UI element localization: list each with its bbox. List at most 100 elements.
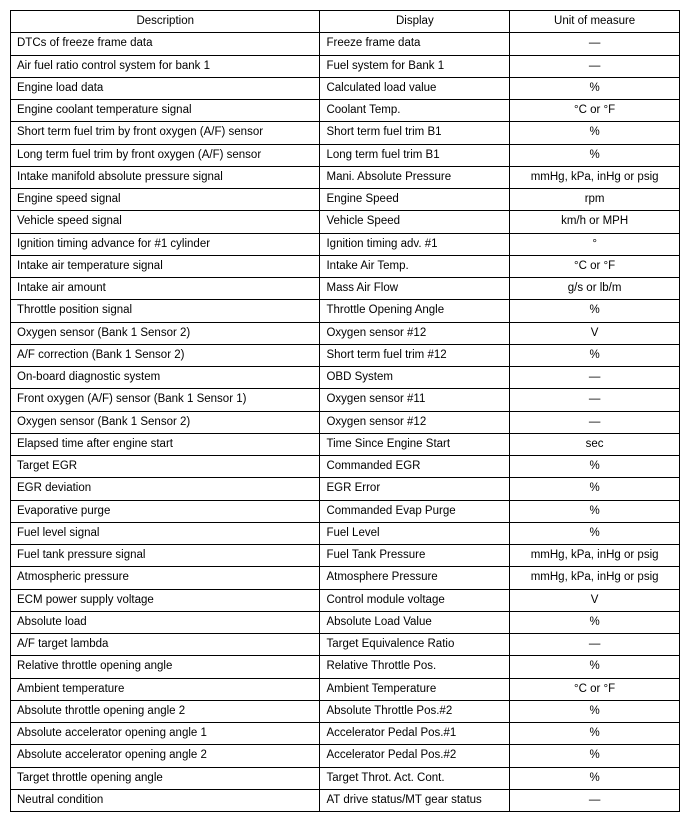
cell-unit: mmHg, kPa, inHg or psig <box>510 166 680 188</box>
cell-description: Oxygen sensor (Bank 1 Sensor 2) <box>11 411 320 433</box>
cell-description: Absolute accelerator opening angle 2 <box>11 745 320 767</box>
cell-display: Mass Air Flow <box>320 278 510 300</box>
cell-display: Calculated load value <box>320 77 510 99</box>
cell-display: Commanded EGR <box>320 456 510 478</box>
table-header-row: Description Display Unit of measure <box>11 11 680 33</box>
cell-description: EGR deviation <box>11 478 320 500</box>
table-row: Intake manifold absolute pressure signal… <box>11 166 680 188</box>
table-row: Engine load dataCalculated load value% <box>11 77 680 99</box>
table-row: Target throttle opening angleTarget Thro… <box>11 767 680 789</box>
cell-unit: — <box>510 389 680 411</box>
cell-description: Intake air amount <box>11 278 320 300</box>
cell-display: Oxygen sensor #11 <box>320 389 510 411</box>
table-row: Engine speed signalEngine Speedrpm <box>11 189 680 211</box>
table-row: On-board diagnostic systemOBD System— <box>11 367 680 389</box>
table-row: Engine coolant temperature signalCoolant… <box>11 100 680 122</box>
table-row: Fuel level signalFuel Level% <box>11 522 680 544</box>
cell-unit: ° <box>510 233 680 255</box>
cell-description: Throttle position signal <box>11 300 320 322</box>
cell-unit: °C or °F <box>510 678 680 700</box>
cell-display: Time Since Engine Start <box>320 433 510 455</box>
table-row: Absolute throttle opening angle 2Absolut… <box>11 700 680 722</box>
cell-description: On-board diagnostic system <box>11 367 320 389</box>
table-row: Fuel tank pressure signalFuel Tank Press… <box>11 545 680 567</box>
cell-unit: % <box>510 500 680 522</box>
table-row: Ambient temperatureAmbient Temperature°C… <box>11 678 680 700</box>
cell-description: A/F correction (Bank 1 Sensor 2) <box>11 344 320 366</box>
table-row: Front oxygen (A/F) sensor (Bank 1 Sensor… <box>11 389 680 411</box>
cell-description: Intake manifold absolute pressure signal <box>11 166 320 188</box>
table-row: Elapsed time after engine startTime Sinc… <box>11 433 680 455</box>
cell-display: Commanded Evap Purge <box>320 500 510 522</box>
table-row: Atmospheric pressureAtmosphere Pressurem… <box>11 567 680 589</box>
table-body: DTCs of freeze frame dataFreeze frame da… <box>11 33 680 812</box>
cell-description: Front oxygen (A/F) sensor (Bank 1 Sensor… <box>11 389 320 411</box>
table-row: Absolute accelerator opening angle 1Acce… <box>11 723 680 745</box>
cell-display: Freeze frame data <box>320 33 510 55</box>
cell-unit: % <box>510 300 680 322</box>
cell-description: Target EGR <box>11 456 320 478</box>
table-row: DTCs of freeze frame dataFreeze frame da… <box>11 33 680 55</box>
table-row: Intake air amountMass Air Flowg/s or lb/… <box>11 278 680 300</box>
cell-description: Elapsed time after engine start <box>11 433 320 455</box>
cell-description: Fuel tank pressure signal <box>11 545 320 567</box>
cell-display: Short term fuel trim B1 <box>320 122 510 144</box>
table-row: Long term fuel trim by front oxygen (A/F… <box>11 144 680 166</box>
cell-unit: km/h or MPH <box>510 211 680 233</box>
cell-unit: rpm <box>510 189 680 211</box>
cell-unit: — <box>510 33 680 55</box>
cell-display: Fuel Tank Pressure <box>320 545 510 567</box>
cell-display: Oxygen sensor #12 <box>320 322 510 344</box>
cell-display: Absolute Load Value <box>320 611 510 633</box>
cell-description: Neutral condition <box>11 789 320 811</box>
cell-unit: % <box>510 456 680 478</box>
cell-display: Fuel Level <box>320 522 510 544</box>
table-row: A/F correction (Bank 1 Sensor 2)Short te… <box>11 344 680 366</box>
cell-description: Vehicle speed signal <box>11 211 320 233</box>
table-row: Oxygen sensor (Bank 1 Sensor 2)Oxygen se… <box>11 322 680 344</box>
cell-unit: g/s or lb/m <box>510 278 680 300</box>
table-row: A/F target lambdaTarget Equivalence Rati… <box>11 634 680 656</box>
cell-description: ECM power supply voltage <box>11 589 320 611</box>
cell-unit: % <box>510 700 680 722</box>
cell-unit: % <box>510 723 680 745</box>
cell-display: AT drive status/MT gear status <box>320 789 510 811</box>
cell-display: OBD System <box>320 367 510 389</box>
header-display: Display <box>320 11 510 33</box>
cell-display: Relative Throttle Pos. <box>320 656 510 678</box>
cell-unit: mmHg, kPa, inHg or psig <box>510 567 680 589</box>
cell-unit: — <box>510 789 680 811</box>
cell-description: Long term fuel trim by front oxygen (A/F… <box>11 144 320 166</box>
cell-description: Evaporative purge <box>11 500 320 522</box>
cell-unit: % <box>510 344 680 366</box>
table-row: Target EGRCommanded EGR% <box>11 456 680 478</box>
cell-description: Short term fuel trim by front oxygen (A/… <box>11 122 320 144</box>
table-row: Air fuel ratio control system for bank 1… <box>11 55 680 77</box>
cell-display: Ambient Temperature <box>320 678 510 700</box>
cell-description: Air fuel ratio control system for bank 1 <box>11 55 320 77</box>
cell-unit: % <box>510 656 680 678</box>
cell-unit: V <box>510 322 680 344</box>
header-unit: Unit of measure <box>510 11 680 33</box>
cell-unit: sec <box>510 433 680 455</box>
cell-unit: % <box>510 611 680 633</box>
table-row: Ignition timing advance for #1 cylinderI… <box>11 233 680 255</box>
table-row: Vehicle speed signalVehicle Speedkm/h or… <box>11 211 680 233</box>
cell-unit: % <box>510 522 680 544</box>
cell-description: Engine load data <box>11 77 320 99</box>
cell-unit: V <box>510 589 680 611</box>
cell-description: Absolute load <box>11 611 320 633</box>
table-row: ECM power supply voltageControl module v… <box>11 589 680 611</box>
cell-unit: % <box>510 122 680 144</box>
data-table: Description Display Unit of measure DTCs… <box>10 10 680 812</box>
cell-display: Engine Speed <box>320 189 510 211</box>
cell-description: Engine speed signal <box>11 189 320 211</box>
cell-display: Ignition timing adv. #1 <box>320 233 510 255</box>
table-row: Evaporative purgeCommanded Evap Purge% <box>11 500 680 522</box>
table-row: Oxygen sensor (Bank 1 Sensor 2)Oxygen se… <box>11 411 680 433</box>
table-row: Absolute loadAbsolute Load Value% <box>11 611 680 633</box>
cell-description: Atmospheric pressure <box>11 567 320 589</box>
header-description: Description <box>11 11 320 33</box>
cell-unit: — <box>510 411 680 433</box>
table-row: Absolute accelerator opening angle 2Acce… <box>11 745 680 767</box>
